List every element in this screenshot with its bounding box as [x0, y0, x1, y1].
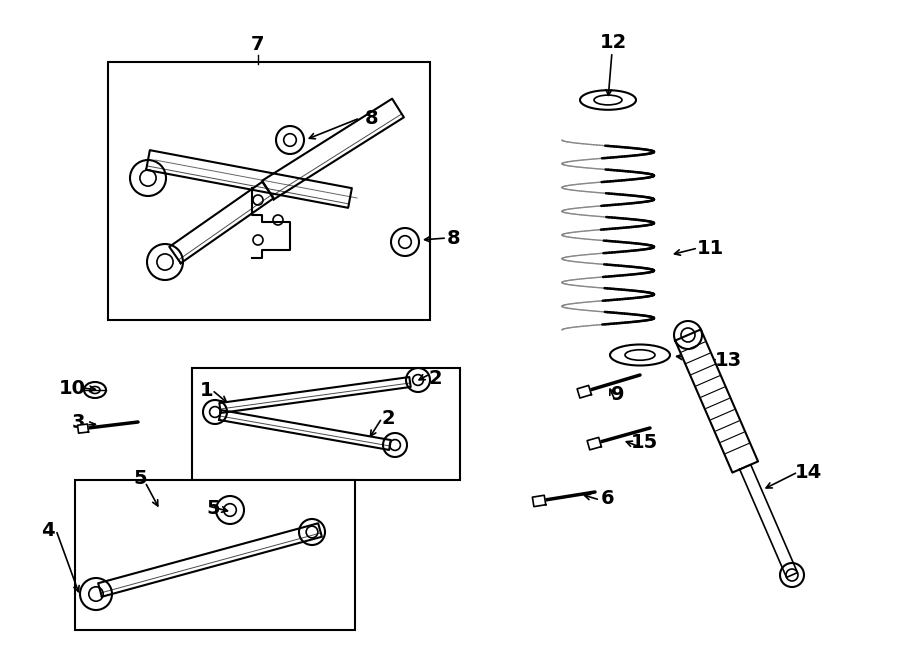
Text: 2: 2 [382, 408, 395, 428]
Text: 11: 11 [697, 239, 724, 258]
Text: 15: 15 [630, 434, 658, 453]
Polygon shape [533, 495, 545, 506]
Polygon shape [252, 188, 290, 258]
Polygon shape [220, 377, 410, 413]
Polygon shape [262, 98, 404, 200]
Text: 5: 5 [133, 469, 147, 488]
Polygon shape [77, 424, 88, 433]
Polygon shape [146, 150, 352, 208]
Text: 13: 13 [715, 350, 742, 369]
Text: 8: 8 [365, 108, 379, 128]
Polygon shape [169, 182, 274, 263]
Text: 6: 6 [601, 488, 615, 508]
Text: 9: 9 [611, 385, 625, 405]
Text: 1: 1 [200, 381, 214, 399]
Text: 5: 5 [206, 498, 220, 518]
Polygon shape [587, 438, 601, 450]
Text: 3: 3 [71, 412, 85, 432]
Text: 7: 7 [251, 36, 265, 54]
Polygon shape [740, 465, 797, 578]
Text: 2: 2 [428, 368, 442, 387]
Text: 8: 8 [447, 229, 461, 247]
Polygon shape [675, 329, 758, 473]
Text: 10: 10 [58, 379, 86, 397]
Text: 14: 14 [795, 463, 822, 481]
Text: 12: 12 [599, 32, 626, 52]
Polygon shape [219, 410, 391, 450]
Text: 4: 4 [41, 520, 55, 539]
Polygon shape [98, 524, 322, 597]
Bar [192, 368, 460, 480]
Bar [108, 62, 430, 320]
Bar [75, 480, 355, 630]
Polygon shape [577, 385, 591, 398]
